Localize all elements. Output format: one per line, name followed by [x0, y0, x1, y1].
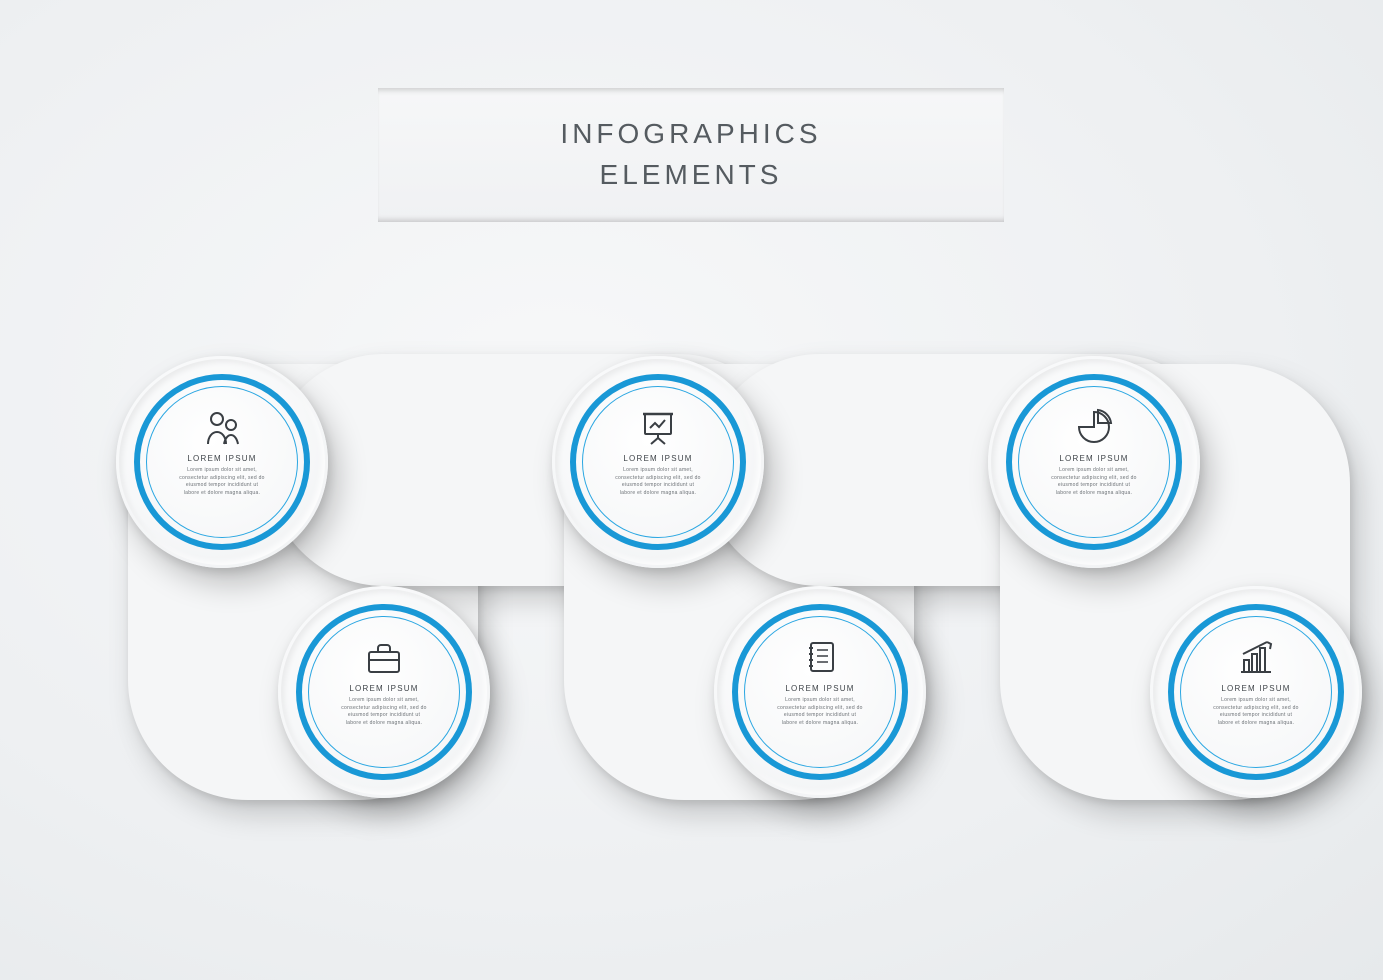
node-title: LOREM IPSUM [1221, 684, 1290, 693]
node-body: Lorem ipsum dolor sit amet, consectetur … [1035, 467, 1153, 497]
step-node-5: LOREM IPSUM Lorem ipsum dolor sit amet, c… [988, 356, 1200, 568]
notebook-icon [799, 636, 841, 678]
node-content: LOREM IPSUM Lorem ipsum dolor sit amet, c… [1024, 392, 1164, 532]
presentation-icon [637, 406, 679, 448]
node-content: LOREM IPSUM Lorem ipsum dolor sit amet, c… [750, 622, 890, 762]
infographic-chain: LOREM IPSUM Lorem ipsum dolor sit amet, c… [0, 0, 1383, 980]
step-node-6: LOREM IPSUM Lorem ipsum dolor sit amet, c… [1150, 586, 1362, 798]
briefcase-icon [363, 636, 405, 678]
node-content: LOREM IPSUM Lorem ipsum dolor sit amet, c… [1186, 622, 1326, 762]
node-body: Lorem ipsum dolor sit amet, consectetur … [325, 697, 443, 727]
node-content: LOREM IPSUM Lorem ipsum dolor sit amet, c… [314, 622, 454, 762]
step-node-1: LOREM IPSUM Lorem ipsum dolor sit amet, c… [116, 356, 328, 568]
node-content: LOREM IPSUM Lorem ipsum dolor sit amet, c… [152, 392, 292, 532]
piechart-icon [1073, 406, 1115, 448]
people-icon [201, 406, 243, 448]
node-title: LOREM IPSUM [1059, 454, 1128, 463]
node-title: LOREM IPSUM [349, 684, 418, 693]
node-content: LOREM IPSUM Lorem ipsum dolor sit amet, c… [588, 392, 728, 532]
node-body: Lorem ipsum dolor sit amet, consectetur … [599, 467, 717, 497]
node-body: Lorem ipsum dolor sit amet, consectetur … [163, 467, 281, 497]
step-node-2: LOREM IPSUM Lorem ipsum dolor sit amet, c… [278, 586, 490, 798]
node-body: Lorem ipsum dolor sit amet, consectetur … [1197, 697, 1315, 727]
node-title: LOREM IPSUM [187, 454, 256, 463]
step-node-4: LOREM IPSUM Lorem ipsum dolor sit amet, c… [714, 586, 926, 798]
node-title: LOREM IPSUM [623, 454, 692, 463]
barchart-icon [1235, 636, 1277, 678]
node-body: Lorem ipsum dolor sit amet, consectetur … [761, 697, 879, 727]
node-title: LOREM IPSUM [785, 684, 854, 693]
step-node-3: LOREM IPSUM Lorem ipsum dolor sit amet, c… [552, 356, 764, 568]
